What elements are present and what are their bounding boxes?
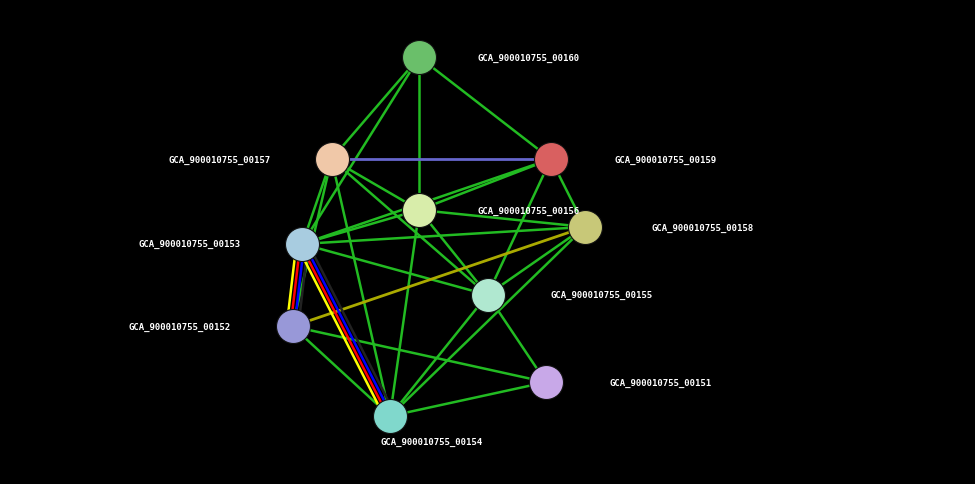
Point (411, 207, 427, 214)
Text: GCA_900010755_00156: GCA_900010755_00156 (478, 206, 580, 215)
Point (543, 156, 559, 164)
Point (411, 54, 427, 62)
Text: GCA_900010755_00151: GCA_900010755_00151 (609, 378, 712, 387)
Point (577, 224, 593, 231)
Text: GCA_900010755_00157: GCA_900010755_00157 (169, 155, 271, 164)
Point (382, 412, 398, 420)
Point (538, 378, 554, 386)
Point (324, 156, 339, 164)
Text: GCA_900010755_00158: GCA_900010755_00158 (651, 223, 754, 232)
Text: GCA_900010755_00154: GCA_900010755_00154 (380, 437, 483, 446)
Text: GCA_900010755_00155: GCA_900010755_00155 (551, 291, 653, 300)
Point (294, 241, 310, 248)
Text: GCA_900010755_00160: GCA_900010755_00160 (478, 54, 580, 62)
Point (480, 291, 495, 299)
Text: GCA_900010755_00152: GCA_900010755_00152 (129, 322, 231, 331)
Text: GCA_900010755_00153: GCA_900010755_00153 (138, 240, 241, 249)
Point (285, 323, 300, 331)
Text: GCA_900010755_00159: GCA_900010755_00159 (614, 155, 717, 164)
